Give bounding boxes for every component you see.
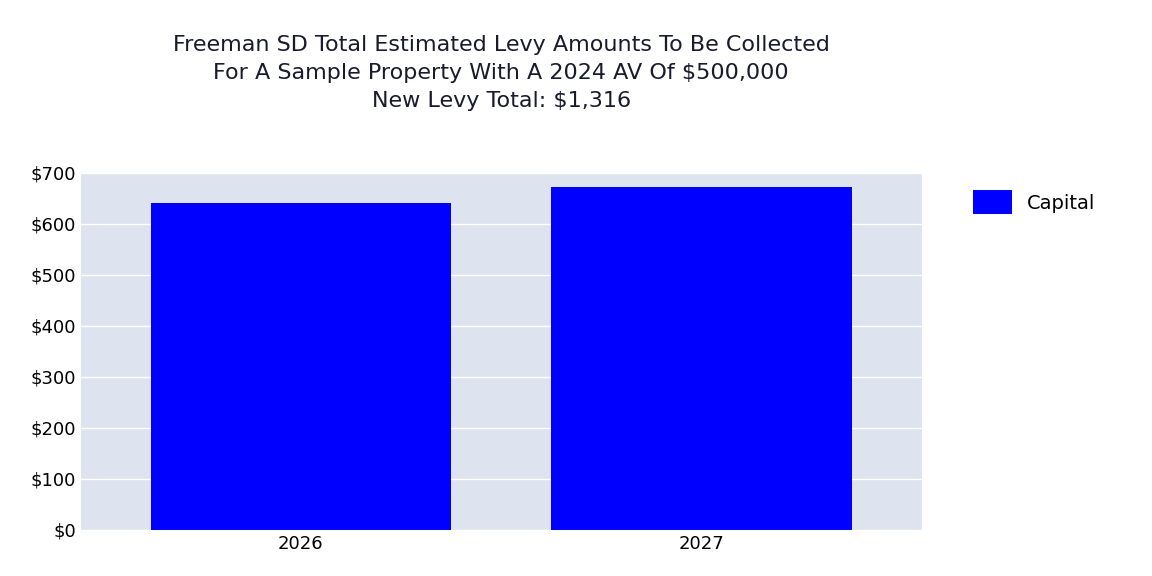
Bar — [551, 187, 851, 530]
Text: Freeman SD Total Estimated Levy Amounts To Be Collected
For A Sample Property Wi: Freeman SD Total Estimated Levy Amounts … — [173, 35, 829, 111]
Bar — [151, 203, 452, 530]
Legend: Capital: Capital — [965, 183, 1104, 222]
